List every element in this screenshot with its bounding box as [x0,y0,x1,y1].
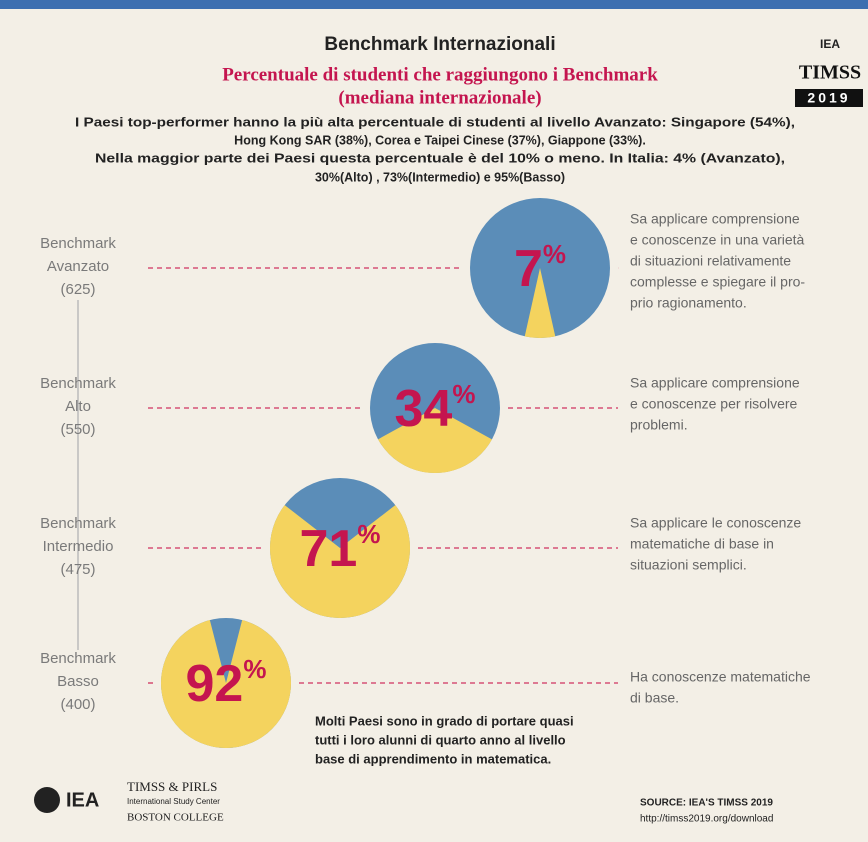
percent-sign: % [357,519,380,549]
pie-slice [161,620,291,749]
note: Molti Paesi sono in grado di portare qua… [315,713,574,728]
percent-sign: % [243,654,266,684]
percent-value: 71 [300,520,358,578]
footer-logo-icon [34,787,60,813]
percent-value: 34 [395,380,453,438]
top-bar [0,0,868,9]
level-label: Alto [65,398,91,415]
description: e conoscenze per risolvere [630,396,798,412]
intro: 30%(Alto) , 73%(Intermedio) e 95%(Basso) [315,170,565,184]
note: base di apprendimento in matematica. [315,751,551,766]
subtitle: Percentuale di studenti che raggiungono … [222,64,658,85]
level-label: (625) [60,281,95,298]
level-label: (400) [60,696,95,713]
note: tutti i loro alunni di quarto anno al li… [315,732,566,747]
footer-center: BOSTON COLLEGE [127,812,224,824]
level-label: Benchmark [40,375,116,392]
level-label: Intermedio [43,538,114,555]
level-label: (475) [60,561,95,578]
logo-year-box [795,89,863,107]
subtitle: (mediana internazionale) [338,87,541,108]
description: Ha conoscenze matematiche [630,669,811,685]
level-label: Benchmark [40,235,116,252]
description: Sa applicare comprensione [630,211,800,227]
pie-slice [378,408,492,474]
percent-label: 92% [186,654,267,713]
level-label: Basso [57,673,99,690]
footer-center: International Study Center [127,797,220,806]
level-label: Benchmark [40,515,116,532]
description: Sa applicare le conoscenze [630,515,801,531]
logo-name: TIMSS [799,62,861,84]
percent-value: 7 [514,240,543,298]
percent-label: 7% [514,239,566,298]
description: complesse e spiegare il pro- [630,274,805,290]
intro: I Paesi top-performer hanno la più alta … [75,115,795,129]
pie-slice [524,268,556,338]
percent-sign: % [452,379,475,409]
description: Sa applicare comprensione [630,375,800,391]
level-label: Avanzato [47,258,109,275]
logo-year: 2019 [807,90,850,106]
description: di situazioni relativamente [630,253,791,269]
title: Benchmark Internazionali [324,34,555,55]
pie-slice [270,505,410,618]
description: e conoscenze in una varietà [630,232,805,248]
intro: Nella maggior parte dei Paesi questa per… [95,151,785,165]
intro: Hong Kong SAR (38%), Corea e Taipei Cine… [234,133,646,147]
logo-org: IEA [820,37,840,51]
description: matematiche di base in [630,536,774,552]
source: SOURCE: IEA'S TIMSS 2019 [640,798,773,809]
description: prio ragionamento. [630,295,747,311]
description: situazioni semplici. [630,557,747,573]
percent-value: 92 [186,655,244,713]
percent-sign: % [543,239,566,269]
source: http://timss2019.org/download [640,814,773,825]
footer-center: TIMSS & PIRLS [127,779,217,794]
level-label: Benchmark [40,650,116,667]
level-label: (550) [60,421,95,438]
percent-label: 71% [300,519,381,578]
percent-label: 34% [395,379,476,438]
footer-org: IEA [66,789,99,811]
description: problemi. [630,417,688,433]
description: di base. [630,690,679,706]
